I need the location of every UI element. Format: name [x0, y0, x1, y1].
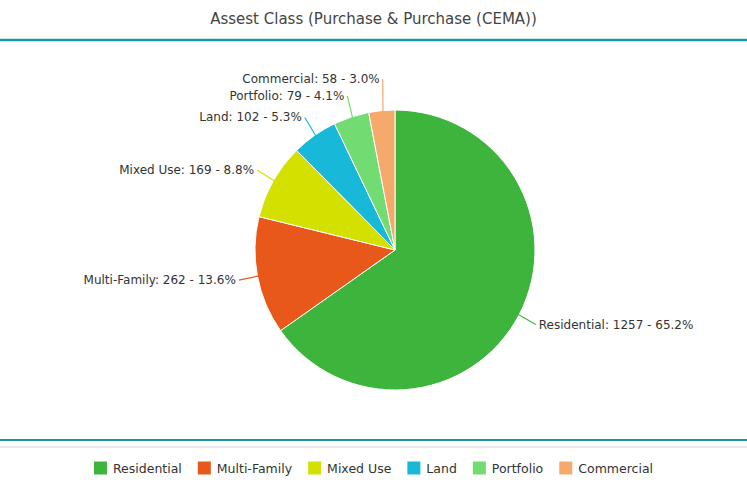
- legend-swatch: [473, 462, 486, 475]
- legend-label: Mixed Use: [327, 461, 392, 476]
- leader-line: [305, 117, 323, 146]
- legend-label: Portfolio: [492, 461, 543, 476]
- leader-line: [382, 79, 384, 124]
- header-rule: [0, 39, 747, 42]
- pie: [255, 110, 535, 390]
- pie-slice: [369, 110, 395, 250]
- data-label: Multi-Family: 262 - 13.6%: [84, 273, 236, 287]
- leader-line: [347, 96, 355, 130]
- legend-swatch: [308, 462, 321, 475]
- data-label: Land: 102 - 5.3%: [199, 110, 301, 124]
- legend-label: Commercial: [578, 461, 653, 476]
- legend: Residential Multi-Family Mixed Use Land Port…: [94, 461, 653, 476]
- title: Assest Class (Purchase & Purchase (CEMA)…: [210, 10, 537, 28]
- leader-line: [507, 308, 536, 325]
- legend-label: Multi-Family: [217, 461, 293, 476]
- legend-swatch: [407, 462, 420, 475]
- chart: Assest Class (Purchase & Purchase (CEMA)…: [0, 0, 747, 495]
- data-label: Portfolio: 79 - 4.1%: [229, 89, 344, 103]
- leader-line: [239, 273, 271, 280]
- legend-swatch: [94, 462, 107, 475]
- leader-line: [257, 170, 285, 188]
- legend-label: Residential: [113, 461, 182, 476]
- data-labels: Residential: 1257 - 65.2% Multi-Family: 2…: [84, 72, 694, 331]
- footer-rule: [0, 439, 747, 441]
- data-label: Commercial: 58 - 3.0%: [242, 72, 379, 86]
- data-label: Residential: 1257 - 65.2%: [539, 318, 694, 332]
- footer-rule: [0, 447, 747, 448]
- legend-swatch: [198, 462, 211, 475]
- legend-label: Land: [426, 461, 456, 476]
- data-label: Mixed Use: 169 - 8.8%: [119, 163, 254, 177]
- legend-swatch: [559, 462, 572, 475]
